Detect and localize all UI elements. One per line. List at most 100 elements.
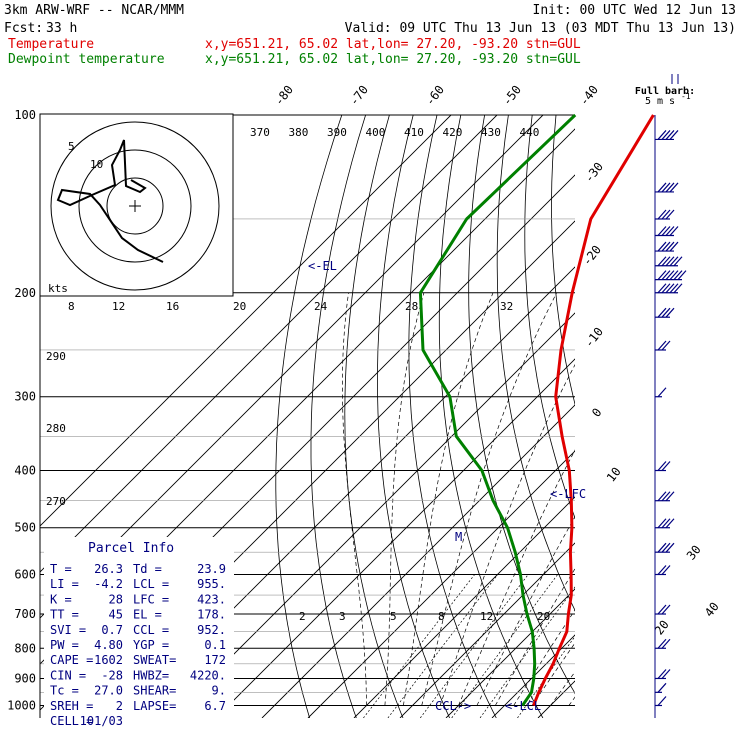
wind-barb-flag xyxy=(661,209,671,220)
lcl-marker: <-LCL xyxy=(505,699,541,713)
init-time: Init: 00 UTC Wed 12 Jun 13 xyxy=(533,3,737,18)
theta-label: 410 xyxy=(404,126,424,139)
parcel-info-value: 27.0 xyxy=(94,684,123,698)
moist-adiabat-line xyxy=(531,642,575,706)
mixing-ratio-bottom-label: 5 xyxy=(390,610,397,623)
parcel-info-value: 26.3 xyxy=(94,562,123,576)
sounding-curves xyxy=(418,113,655,707)
moist-adiabat-line xyxy=(384,292,425,706)
mixing-ratio-top-label: 32 xyxy=(500,300,513,313)
moist-adiabat-line xyxy=(421,292,557,706)
wind-barb-flag xyxy=(657,387,667,398)
theta-label: 430 xyxy=(481,126,501,139)
pressure-tick-label: 300 xyxy=(14,390,36,404)
mixing-ratio-bottom-label: 2 xyxy=(299,610,306,623)
theta-label: 440 xyxy=(520,126,540,139)
temperature-curve xyxy=(532,114,655,707)
wind-barb-flag xyxy=(665,182,675,193)
wind-barb-flag xyxy=(661,461,671,471)
hodograph-trace xyxy=(56,139,164,263)
wind-barb-flag xyxy=(665,209,675,220)
theta-label: 390 xyxy=(327,126,347,139)
theta-label: 380 xyxy=(289,126,309,139)
mixing-ratio-bottom-label: 12 xyxy=(480,610,493,623)
wind-barb-flag xyxy=(657,283,667,294)
dry-adiabat-line xyxy=(438,115,544,718)
parcel-info-value: -28 xyxy=(101,668,123,682)
wind-barb-flag xyxy=(661,669,671,679)
wind-barb-flag xyxy=(661,256,671,267)
parcel-info-value: SVI = xyxy=(50,623,86,637)
lfc-marker: <-LFC xyxy=(550,487,586,501)
pressure-tick-label: 1000 xyxy=(7,698,36,712)
dry-adiabat-line xyxy=(376,115,450,718)
m-marker: M xyxy=(455,530,462,544)
legend-dewpoint-info: x,y=651.21, 65.02 lat,lon= 27.20, -93.20… xyxy=(205,52,581,67)
parcel-info-value: SWEAT= xyxy=(133,653,176,667)
dry-adiabat-line xyxy=(524,115,575,519)
forecast-hours: 33 h xyxy=(46,21,77,36)
hodograph: 5 10 kts xyxy=(39,113,234,297)
parcel-info-value: Td = xyxy=(133,562,162,576)
moist-adiabat-line xyxy=(568,696,575,706)
parcel-info-value: K = xyxy=(50,592,72,606)
parcel-info-value: Tc = xyxy=(50,684,79,698)
wind-barb-flag xyxy=(669,182,679,193)
dry-adiabat-line xyxy=(275,115,343,718)
wind-barb-flag xyxy=(657,340,667,351)
parcel-info-value: 0.7 xyxy=(101,623,123,637)
wind-barb-flag xyxy=(661,565,671,575)
wind-barb-flag xyxy=(665,518,675,529)
wind-barb-flag xyxy=(665,241,675,252)
dry-adiabat-line xyxy=(675,115,740,718)
mixing-ratio-bottom-label: 3 xyxy=(339,610,346,623)
parcel-info-value: LFC = xyxy=(133,592,169,606)
wind-barb-flag xyxy=(673,283,683,294)
wind-barb-flag xyxy=(665,226,675,236)
isotherm-line xyxy=(630,115,740,718)
parcel-info-value: 172 xyxy=(204,653,226,667)
theta-left-label: 270 xyxy=(46,495,66,508)
moist-adiabat-line xyxy=(439,364,575,706)
parcel-info-value: HWBZ= xyxy=(133,668,169,682)
isotherm-line xyxy=(307,450,575,718)
legend-temperature-info: x,y=651.21, 65.02 lat,lon= 27.20, -93.20… xyxy=(205,37,581,52)
parcel-info-value: 2 xyxy=(116,699,123,713)
hodograph-ring-label-5: 10 xyxy=(90,158,103,171)
theta-left-label: 290 xyxy=(46,350,66,363)
isotherm-label: 0 xyxy=(589,405,604,419)
parcel-info-value: 1602 xyxy=(94,653,123,667)
isotherm-line xyxy=(40,115,498,573)
dry-adiabat-line xyxy=(468,115,575,695)
isotherm-line xyxy=(169,312,575,718)
isotherm-label: 30 xyxy=(684,543,704,563)
theta-left-label: 280 xyxy=(46,422,66,435)
wind-barbs xyxy=(654,74,687,718)
parcel-info-value: 0.1 xyxy=(204,638,226,652)
wind-barb-flag xyxy=(657,696,667,706)
wind-barb-flag xyxy=(661,307,671,318)
parcel-info-value: EL = xyxy=(133,608,162,622)
wind-barb-flag xyxy=(661,130,671,140)
wind-barb-flag xyxy=(673,256,683,267)
legend-temperature-label: Temperature xyxy=(8,37,94,52)
dry-adiabat-line xyxy=(344,115,404,718)
pressure-tick-label: 100 xyxy=(14,108,36,122)
parcel-info-title: Parcel Info xyxy=(88,541,174,556)
wind-barb-flag xyxy=(665,130,675,140)
dry-adiabat-line xyxy=(603,115,740,718)
parcel-info-value: 9. xyxy=(212,684,226,698)
mixing-ratio-line xyxy=(420,574,529,718)
parcel-info-value: CAPE = xyxy=(50,653,93,667)
wind-barb-flag xyxy=(677,270,687,280)
hodograph-ring-5 xyxy=(106,177,164,235)
parcel-info-value: TT = xyxy=(50,608,79,622)
mixing-ratio-line xyxy=(479,586,575,718)
wind-barb-flag xyxy=(669,226,679,236)
pressure-tick-label: 700 xyxy=(14,607,36,621)
dry-adiabat-lines xyxy=(275,115,740,718)
isotherm-line xyxy=(491,634,575,718)
wind-barb-flag xyxy=(661,491,671,502)
